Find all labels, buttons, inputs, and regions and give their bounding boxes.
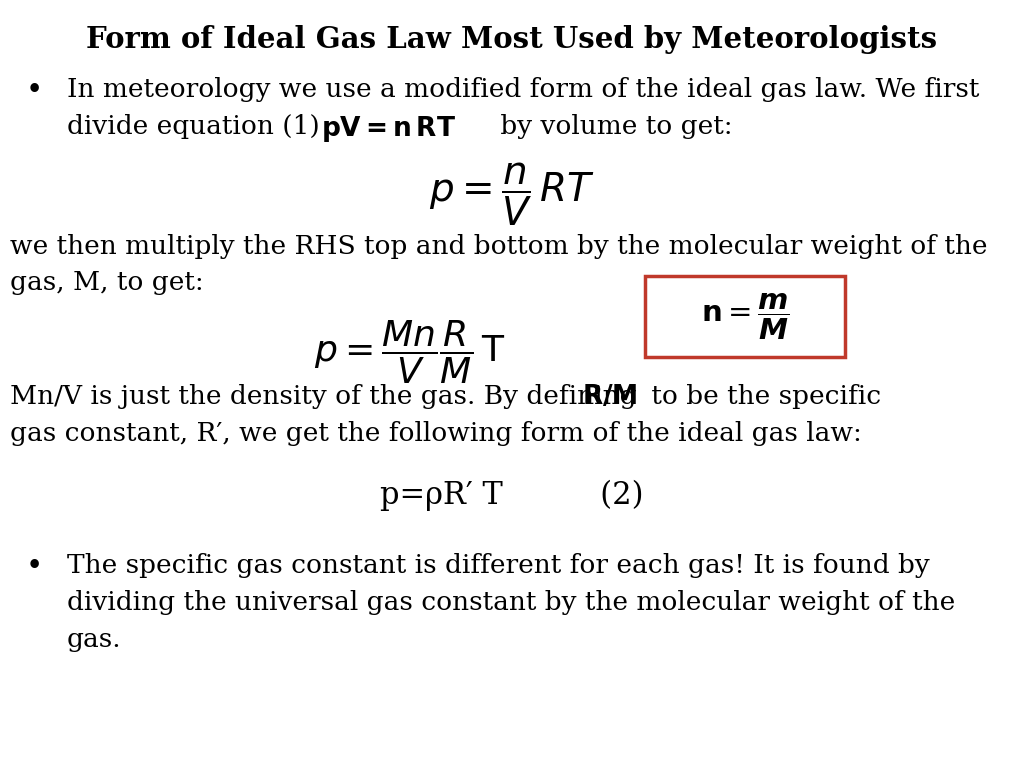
- Text: to be the specific: to be the specific: [643, 384, 882, 409]
- Text: p=ρR′ T          (2): p=ρR′ T (2): [380, 480, 644, 511]
- Text: In meteorology we use a modified form of the ideal gas law. We first: In meteorology we use a modified form of…: [67, 77, 979, 102]
- Text: dividing the universal gas constant by the molecular weight of the: dividing the universal gas constant by t…: [67, 590, 954, 615]
- Text: $\mathbf{n} = \dfrac{\boldsymbol{m}}{\boldsymbol{M}}$: $\mathbf{n} = \dfrac{\boldsymbol{m}}{\bo…: [700, 292, 790, 342]
- Text: divide equation (1): divide equation (1): [67, 114, 328, 139]
- Text: Mn/V is just the density of the gas. By defining: Mn/V is just the density of the gas. By …: [10, 384, 645, 409]
- Text: gas constant, R′, we get the following form of the ideal gas law:: gas constant, R′, we get the following f…: [10, 421, 862, 446]
- Text: •: •: [26, 77, 43, 104]
- Text: •: •: [26, 553, 43, 581]
- Text: $p = \dfrac{n}{V}\,RT$: $p = \dfrac{n}{V}\,RT$: [429, 161, 595, 228]
- Text: The specific gas constant is different for each gas! It is found by: The specific gas constant is different f…: [67, 553, 930, 578]
- Text: we then multiply the RHS top and bottom by the molecular weight of the: we then multiply the RHS top and bottom …: [10, 234, 988, 260]
- Text: by volume to get:: by volume to get:: [492, 114, 732, 139]
- Text: gas, M, to get:: gas, M, to get:: [10, 270, 204, 296]
- Text: $\mathbf{pV = n\,RT}$: $\mathbf{pV = n\,RT}$: [321, 114, 456, 144]
- Text: Form of Ideal Gas Law Most Used by Meteorologists: Form of Ideal Gas Law Most Used by Meteo…: [86, 25, 938, 54]
- Text: gas.: gas.: [67, 627, 121, 652]
- FancyBboxPatch shape: [645, 276, 845, 357]
- Text: $p = \dfrac{Mn}{V}\dfrac{R}{M}\,\mathrm{T}$: $p = \dfrac{Mn}{V}\dfrac{R}{M}\,\mathrm{…: [313, 319, 506, 386]
- Text: $\mathbf{R/M}$: $\mathbf{R/M}$: [582, 384, 637, 410]
